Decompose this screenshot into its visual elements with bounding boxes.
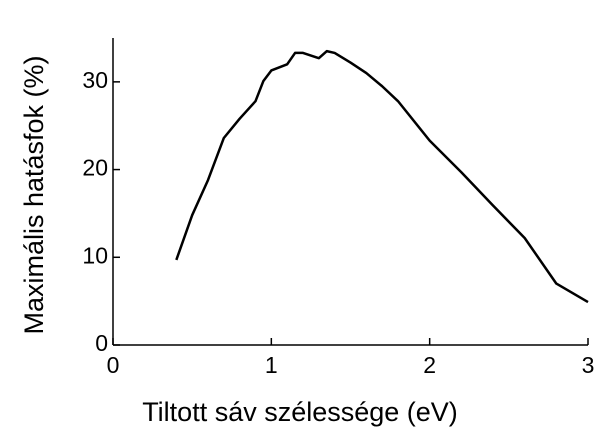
y-tick-label: 20	[82, 155, 108, 181]
data-line	[175, 49, 589, 304]
x-tick-label: 0	[107, 352, 120, 378]
x-tick-label: 3	[582, 352, 595, 378]
y-tick-label: 30	[82, 67, 108, 93]
y-axis-label: Maximális hatásfok (%)	[19, 55, 49, 334]
x-tick-label: 1	[265, 352, 278, 378]
y-tick-label: 10	[82, 242, 108, 268]
y-tick-label: 0	[95, 330, 108, 356]
x-axis-label: Tiltott sáv szélessége (eV)	[142, 397, 458, 427]
x-tick-label: 2	[423, 352, 436, 378]
